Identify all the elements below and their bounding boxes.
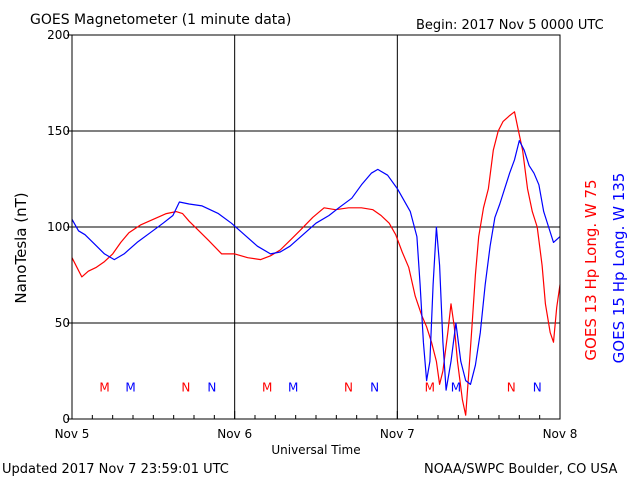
x-tick-label: Nov 5 <box>55 427 90 441</box>
legend-goes13: GOES 13 Hp Long. W 75 <box>582 179 600 360</box>
legend-goes15: GOES 15 Hp Long. W 135 <box>610 173 628 364</box>
y-tick-label: 100 <box>47 220 70 234</box>
series-lines <box>71 111 561 416</box>
marker-label: M <box>288 380 298 394</box>
marker-label: N <box>370 380 379 394</box>
y-tick-label: 200 <box>47 28 70 42</box>
y-tick-label: 0 <box>62 412 70 426</box>
agency-credit: NOAA/SWPC Boulder, CO USA <box>424 462 617 477</box>
marker-label: M <box>425 380 435 394</box>
series-line-0 <box>71 111 561 416</box>
y-axis-label: NanoTesla (nT) <box>12 192 30 303</box>
marker-label: N <box>344 380 353 394</box>
marker-label: M <box>99 380 109 394</box>
chart-title: GOES Magnetometer (1 minute data) <box>30 12 291 28</box>
marker-label: N <box>507 380 516 394</box>
y-tick-label: 50 <box>55 316 70 330</box>
x-tick-label: Nov 8 <box>543 427 578 441</box>
marker-label: M <box>262 380 272 394</box>
axes: 0 50 100 150 200 Nov 5 Nov 6 Nov 7 Nov 8 <box>47 28 577 441</box>
x-axis-label: Universal Time <box>271 443 360 457</box>
marker-label: N <box>207 380 216 394</box>
y-tick-label: 150 <box>47 124 70 138</box>
series-line-1 <box>71 140 561 391</box>
marker-label: N <box>181 380 190 394</box>
marker-label: M <box>451 380 461 394</box>
x-tick-label: Nov 7 <box>380 427 415 441</box>
x-tick-label: Nov 6 <box>217 427 252 441</box>
marker-label: N <box>533 380 542 394</box>
begin-time: Begin: 2017 Nov 5 0000 UTC <box>416 18 604 33</box>
marker-label: M <box>125 380 135 394</box>
updated-timestamp: Updated 2017 Nov 7 23:59:01 UTC <box>2 462 229 477</box>
grid-lines <box>72 35 560 419</box>
